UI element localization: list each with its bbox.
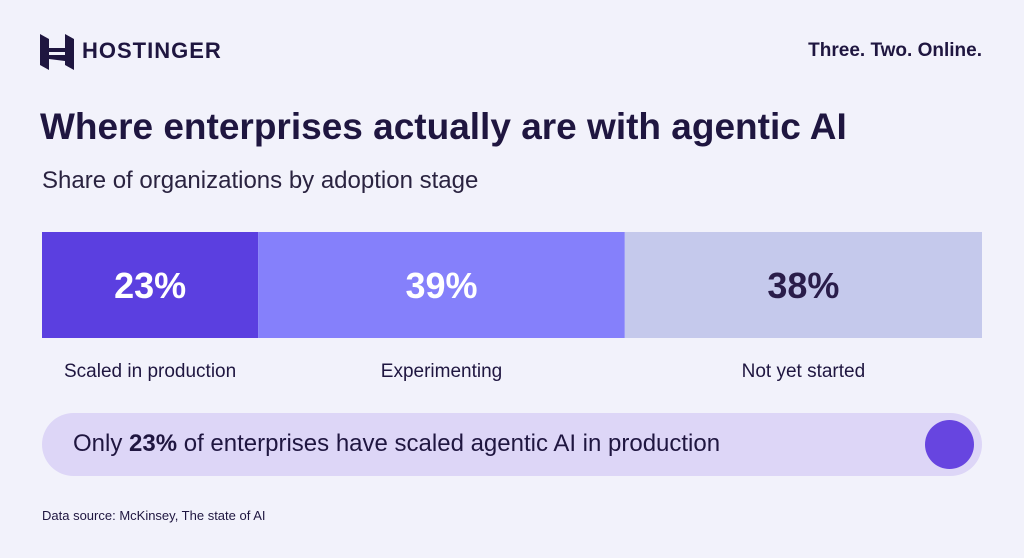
logo xyxy=(40,34,74,70)
brand: HOSTINGER xyxy=(82,38,222,63)
bar-segment xyxy=(258,232,625,338)
value-label: 38% xyxy=(767,265,839,306)
callout: Only 23% of enterprises have scaled agen… xyxy=(42,413,982,476)
value-label: 23% xyxy=(114,265,186,306)
value-label: 39% xyxy=(405,265,477,306)
legend-label: Scaled in production xyxy=(64,361,236,382)
chart-subtitle: Share of organizations by adoption stage xyxy=(42,167,479,194)
tagline: Three. Two. Online. xyxy=(808,40,982,61)
chart-title: Where enterprises actually are with agen… xyxy=(40,106,847,147)
callout-after: of enterprises have scaled agentic AI in… xyxy=(183,430,721,457)
legend-label: Experimenting xyxy=(381,361,502,382)
bar-segment xyxy=(42,232,259,338)
source: Data source: McKinsey, The state of AI xyxy=(42,508,266,523)
legend-label: Not yet started xyxy=(742,361,866,382)
callout-dot xyxy=(925,420,974,469)
bar-segment xyxy=(624,232,982,338)
callout-before: Only xyxy=(73,430,123,457)
callout-text: Only 23% of enterprises have scaled agen… xyxy=(73,430,720,458)
callout-highlight: 23% xyxy=(129,430,178,457)
chart: 23% Scaled in production 39% Experimenting 3… xyxy=(42,232,982,382)
